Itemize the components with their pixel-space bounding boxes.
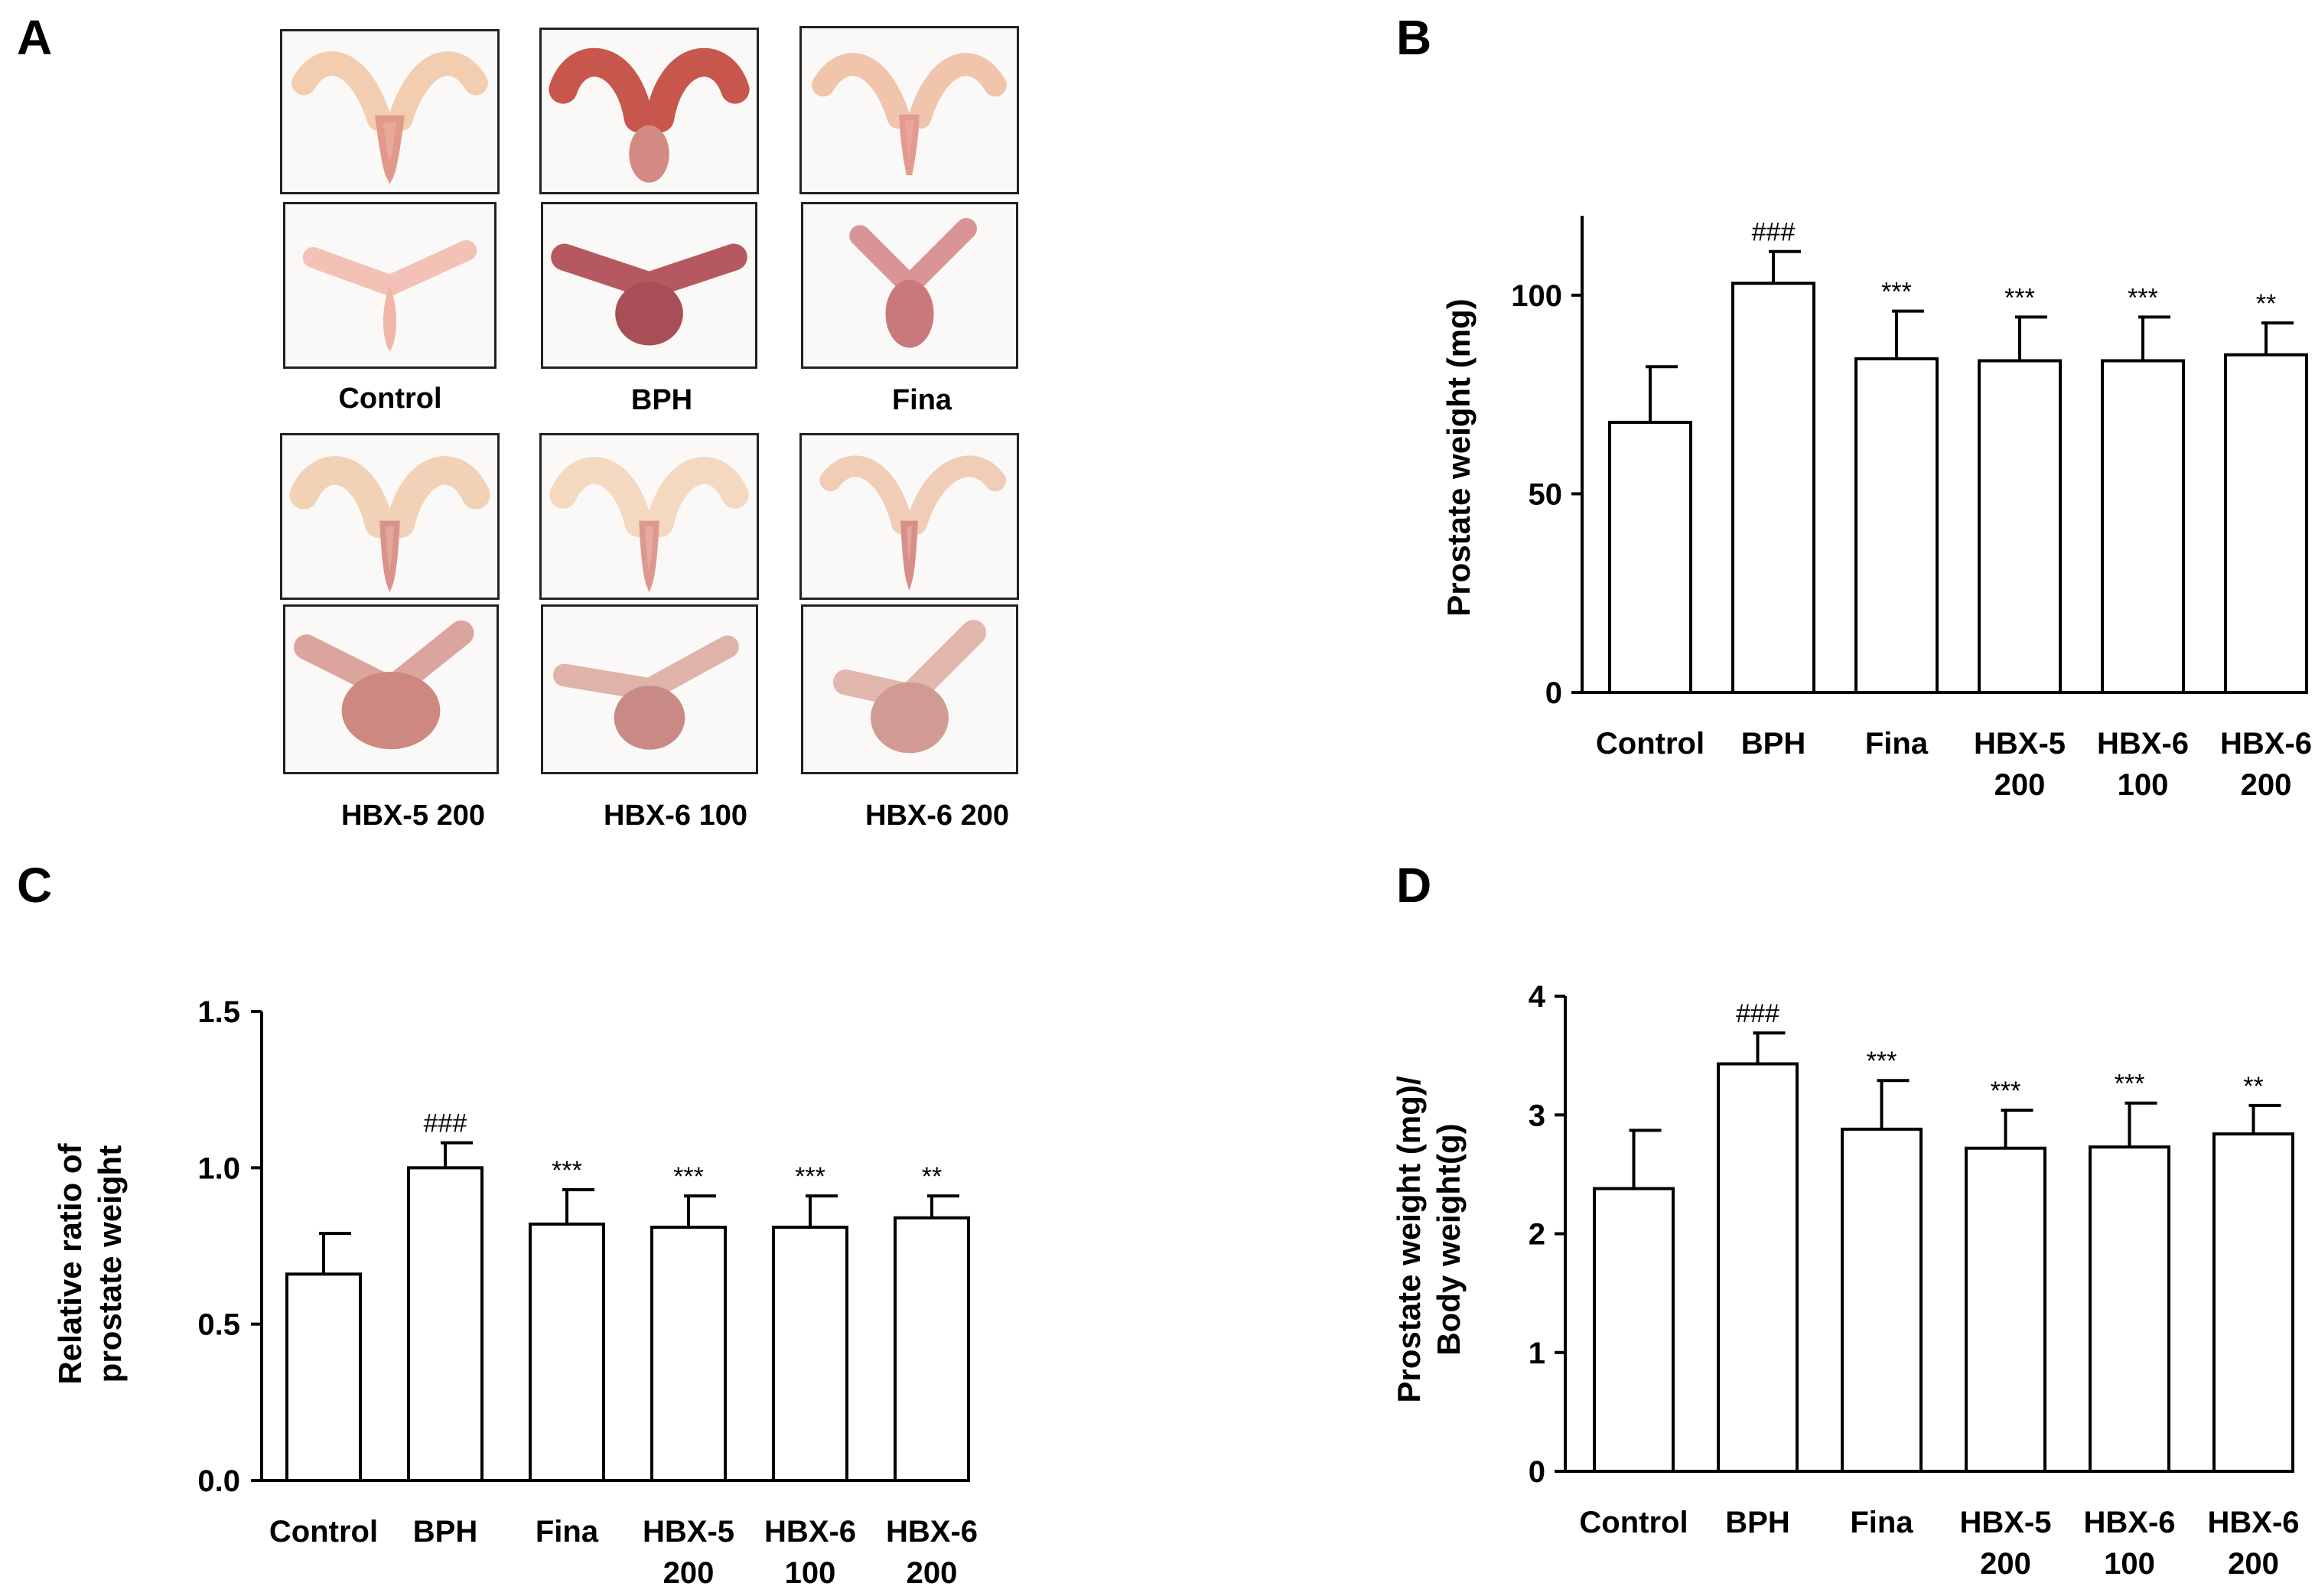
group-label-bph: BPH xyxy=(547,384,777,417)
x-tick-label: HBX-5 xyxy=(1974,727,2066,761)
x-tick-label: HBX-6 xyxy=(2083,1506,2175,1539)
y-axis-title: Body weight(g) xyxy=(1431,1123,1467,1355)
significance-marker: *** xyxy=(2128,283,2158,312)
group-label-hbx6-100: HBX-6 100 xyxy=(561,800,790,832)
x-tick-label: Fina xyxy=(1865,727,1929,761)
x-tick-label: Fina xyxy=(536,1515,599,1549)
x-tick-label: HBX-6 xyxy=(2220,727,2312,761)
significance-marker: ### xyxy=(1752,218,1796,247)
specimen-photo-bph-whole xyxy=(539,28,759,194)
significance-marker: *** xyxy=(1991,1076,2021,1106)
bar xyxy=(773,1227,847,1480)
bar xyxy=(1718,1063,1797,1471)
y-tick-label: 0 xyxy=(1529,1455,1545,1489)
significance-marker: ** xyxy=(922,1162,942,1191)
significance-marker: ### xyxy=(1736,999,1779,1028)
bar xyxy=(530,1224,604,1480)
bar xyxy=(1594,1189,1673,1471)
x-tick-label: BPH xyxy=(413,1515,477,1549)
group-label-fina: Fina xyxy=(807,384,1037,417)
y-tick-label: 100 xyxy=(1511,279,1562,313)
y-tick-label: 0.5 xyxy=(197,1308,240,1342)
specimen-photo-hbx6-100-gland xyxy=(541,604,758,774)
bar xyxy=(652,1227,725,1480)
x-tick-label: HBX-6 xyxy=(764,1515,856,1549)
significance-marker: *** xyxy=(1881,278,1912,307)
x-tick-label: BPH xyxy=(1725,1506,1789,1539)
bar xyxy=(1733,283,1814,692)
y-tick-label: 50 xyxy=(1529,477,1563,511)
bar xyxy=(1842,1129,1921,1471)
bar xyxy=(1856,359,1937,692)
x-tick-label: HBX-6 xyxy=(886,1515,978,1549)
group-label-hbx6-200: HBX-6 200 xyxy=(822,800,1052,832)
group-label-hbx5-200: HBX-5 200 xyxy=(298,800,528,832)
panel-letter-c: C xyxy=(17,857,52,914)
significance-marker: *** xyxy=(2115,1070,2145,1099)
y-tick-label: 1 xyxy=(1529,1337,1545,1370)
bar xyxy=(1979,360,2060,692)
specimen-photo-control-whole xyxy=(280,29,500,194)
x-tick-label: Control xyxy=(1596,727,1705,761)
significance-marker: *** xyxy=(552,1156,582,1185)
x-tick-label: Control xyxy=(1579,1506,1688,1539)
y-tick-label: 0.0 xyxy=(197,1464,240,1498)
y-axis-title: prostate weight xyxy=(92,1145,128,1383)
significance-marker: ### xyxy=(424,1109,467,1138)
y-tick-label: 1.5 xyxy=(197,995,240,1029)
x-tick-label: 100 xyxy=(785,1556,836,1590)
significance-marker: ** xyxy=(2256,289,2276,318)
bar xyxy=(409,1168,482,1480)
y-tick-label: 1.0 xyxy=(197,1151,240,1185)
specimen-photo-hbx5-200-gland xyxy=(283,604,499,774)
x-tick-label: HBX-5 xyxy=(643,1515,734,1549)
y-tick-label: 2 xyxy=(1529,1218,1545,1252)
y-tick-label: 0 xyxy=(1545,676,1562,710)
bar xyxy=(287,1274,360,1480)
x-tick-label: 100 xyxy=(2104,1547,2155,1581)
x-tick-label: Fina xyxy=(1850,1506,1913,1539)
group-label-control: Control xyxy=(275,383,505,415)
specimen-photo-hbx6-200-gland xyxy=(801,604,1018,774)
specimen-photo-bph-gland xyxy=(541,202,757,369)
x-tick-label: 200 xyxy=(907,1556,958,1590)
x-tick-label: HBX-5 xyxy=(1959,1506,2051,1539)
bar xyxy=(895,1218,969,1480)
specimen-photo-hbx6-200-whole xyxy=(799,433,1019,600)
y-axis-title: Prostate weight (mg)/ xyxy=(1391,1076,1427,1402)
significance-marker: *** xyxy=(673,1162,704,1191)
x-tick-label: 200 xyxy=(1980,1547,2031,1581)
y-tick-label: 4 xyxy=(1529,980,1546,1014)
bar xyxy=(2090,1147,2169,1471)
x-tick-label: HBX-6 xyxy=(2097,727,2189,761)
y-axis-title: Prostate weight (mg) xyxy=(1441,298,1477,616)
bar xyxy=(1610,422,1691,692)
x-tick-label: BPH xyxy=(1741,727,1805,761)
x-tick-label: 200 xyxy=(2228,1547,2279,1581)
specimen-photo-hbx6-100-whole xyxy=(539,433,759,600)
significance-marker: *** xyxy=(1867,1047,1897,1076)
x-tick-label: 200 xyxy=(2241,768,2292,802)
bar xyxy=(2102,360,2183,692)
x-tick-label: 200 xyxy=(663,1556,715,1590)
bar xyxy=(2214,1134,2293,1471)
bar xyxy=(2225,355,2307,692)
x-tick-label: 200 xyxy=(1994,768,2046,802)
x-tick-label: 100 xyxy=(2118,768,2169,802)
x-tick-label: Control xyxy=(269,1515,378,1549)
significance-marker: *** xyxy=(795,1162,825,1191)
panel-letter-a: A xyxy=(17,9,52,66)
specimen-photo-hbx5-200-whole xyxy=(280,433,500,600)
y-axis-title: Relative ratio of xyxy=(52,1142,88,1384)
specimen-photo-fina-gland xyxy=(801,202,1018,369)
specimen-photo-fina-whole xyxy=(799,26,1019,194)
panel-letter-d: D xyxy=(1396,857,1431,914)
significance-marker: ** xyxy=(2243,1072,2263,1101)
x-tick-label: HBX-6 xyxy=(2207,1506,2299,1539)
bar xyxy=(1966,1148,2045,1471)
specimen-photo-control-gland xyxy=(283,202,497,369)
y-tick-label: 3 xyxy=(1529,1099,1545,1132)
significance-marker: *** xyxy=(2004,283,2035,312)
panel-letter-b: B xyxy=(1396,9,1431,66)
